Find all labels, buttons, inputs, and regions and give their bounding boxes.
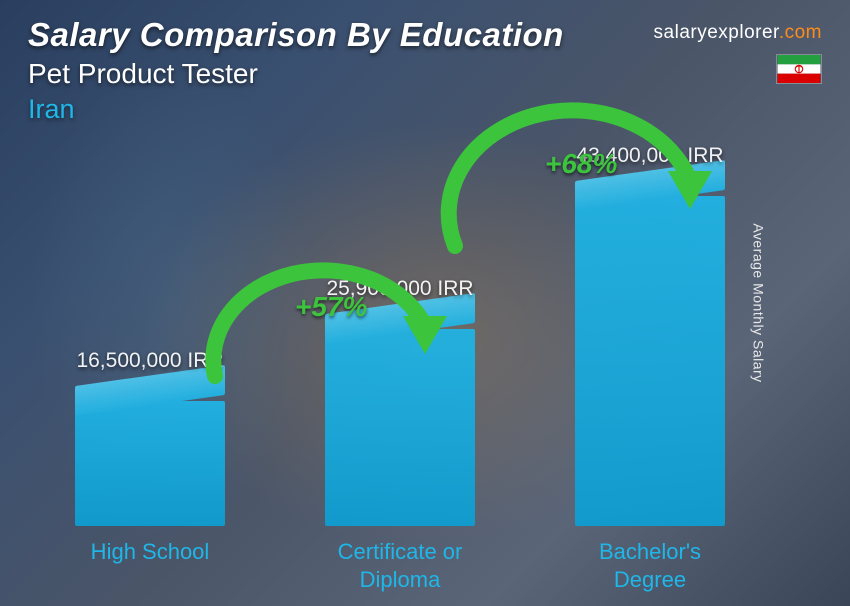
bar-category-label: Certificate orDiploma <box>338 538 463 593</box>
branding: salaryexplorer.com <box>654 22 822 84</box>
bar-chart: 16,500,000 IRRHigh School25,900,000 IRRC… <box>60 126 790 526</box>
brand-text: salaryexplorer.com <box>654 22 822 44</box>
subtitle: Pet Product Tester <box>28 58 564 90</box>
bar-category-label: High School <box>91 538 210 566</box>
increase-arrow: +68% <box>440 116 720 296</box>
percent-increase-label: +68% <box>545 148 617 180</box>
iran-flag-icon <box>776 54 822 84</box>
bar-category-label: Bachelor'sDegree <box>599 538 701 593</box>
main-title: Salary Comparison By Education <box>28 16 564 54</box>
brand-prefix: salaryexplorer <box>654 22 779 43</box>
arrow-icon <box>200 256 480 436</box>
percent-increase-label: +57% <box>295 291 367 323</box>
increase-arrow: +57% <box>200 256 480 436</box>
arrow-icon <box>440 116 720 296</box>
title-block: Salary Comparison By Education Pet Produ… <box>28 16 564 125</box>
brand-suffix: com <box>785 22 822 43</box>
